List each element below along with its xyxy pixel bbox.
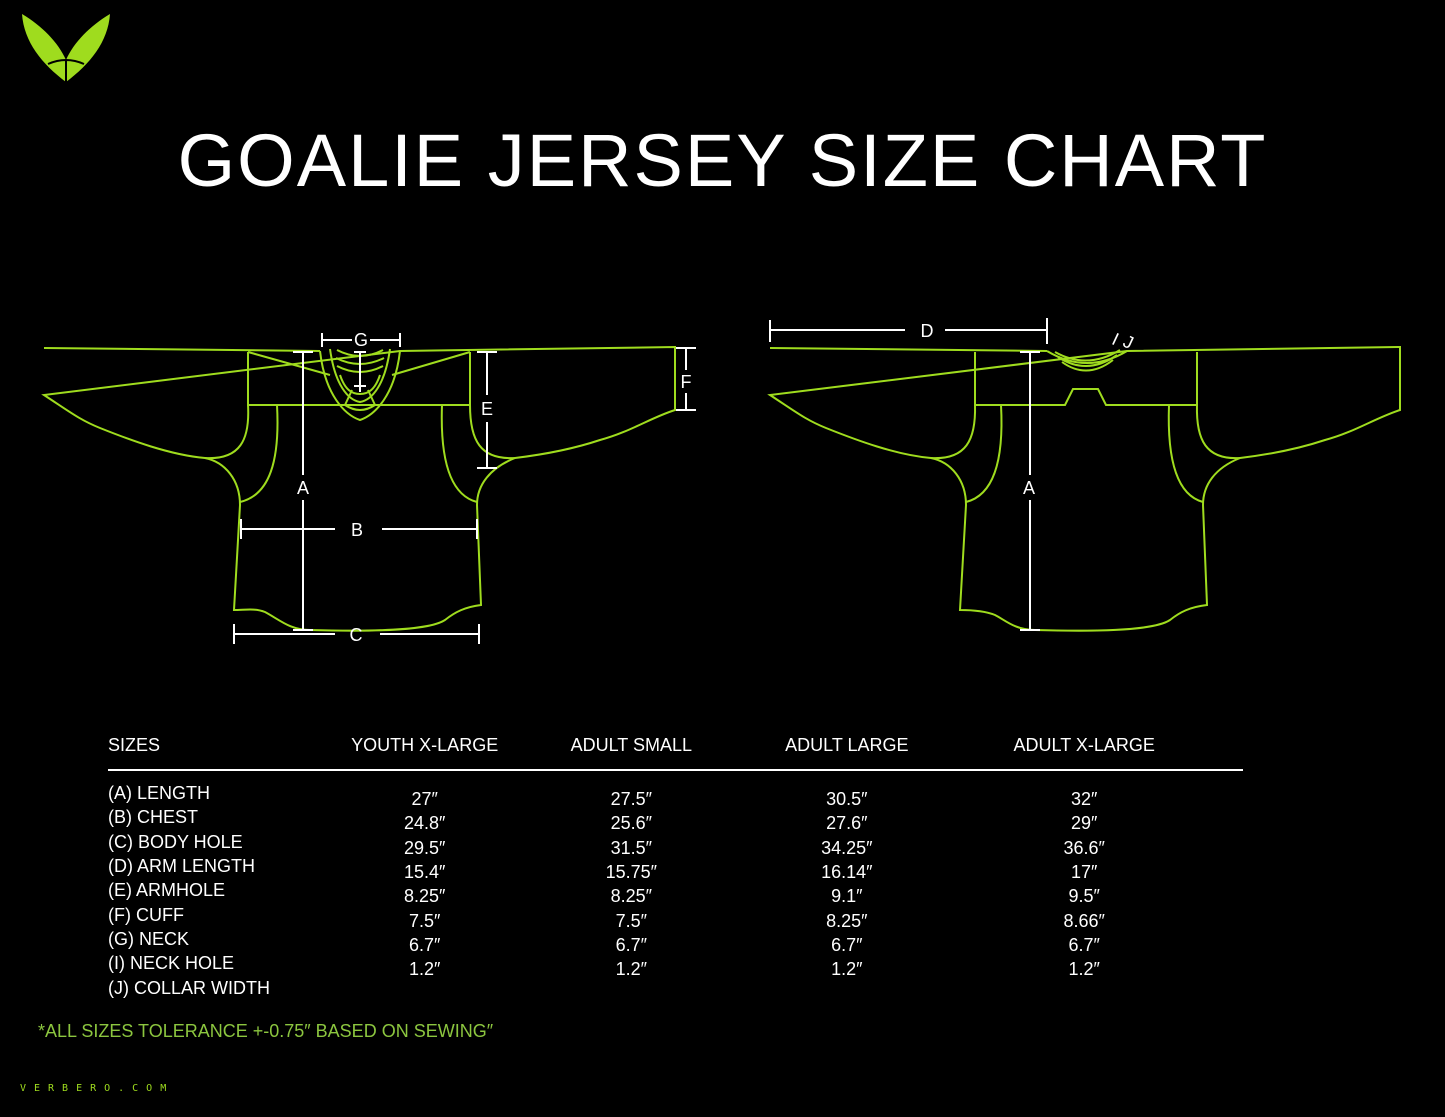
measurement-value: 8.25″ (610, 886, 652, 907)
table-row: (B) CHEST 24.8″ 25.6″ 27.6″ 29″ (108, 805, 1243, 833)
page-title: GOALIE JERSEY SIZE CHART (177, 119, 1268, 202)
table-row: (D) ARM LENGTH 15.4″ 15.75″ 16.14″ 17″ (108, 854, 1243, 882)
measurement-value: 9.1″ (831, 886, 863, 907)
table-row: (E) ARMHOLE 8.25″ 8.25″ 9.1″ 9.5″ (108, 878, 1243, 906)
measurement-value: 16.14″ (821, 862, 873, 883)
front-dimension-lines (233, 333, 696, 644)
measurement-label: (E) ARMHOLE (108, 880, 226, 901)
measurement-value: 1.2″ (408, 959, 441, 980)
label-b: B (351, 520, 363, 540)
measurement-value: 31.5″ (610, 837, 652, 858)
label-e: E (481, 399, 493, 419)
table-row: (I) NECK HOLE 1.2″ 1.2″ 1.2″ 1.2″ (108, 951, 1243, 979)
measurement-value (945, 981, 1243, 1005)
size-table: SIZES YOUTH X-LARGE ADULT SMALL ADULT LA… (108, 733, 1243, 1000)
measurement-value: 7.5″ (615, 910, 647, 931)
measurement-value: 1.2″ (831, 959, 863, 980)
back-jersey-outline (767, 345, 1401, 632)
measurement-value: 1.2″ (615, 959, 647, 980)
label-a-front: A (297, 478, 309, 498)
measurement-value: 6.7″ (831, 934, 863, 955)
measurement-value (335, 981, 514, 1005)
measurement-value: 8.25″ (403, 886, 446, 907)
measurement-value: 29.5″ (403, 837, 446, 858)
label-a-back: A (1023, 478, 1035, 498)
header-adult-s: ADULT SMALL (514, 733, 749, 771)
measurement-label: (D) ARM LENGTH (108, 856, 256, 877)
measurement-label: (I) NECK HOLE (108, 953, 235, 974)
measurement-value (748, 981, 945, 1005)
table-row: (J) COLLAR WIDTH (108, 975, 1243, 999)
measurement-label: (G) NECK (108, 928, 189, 949)
measurement-value: 8.25″ (826, 910, 868, 931)
label-d: D (921, 321, 934, 341)
measurement-value: 17″ (1071, 862, 1098, 883)
measurement-label: (J) COLLAR WIDTH (108, 977, 270, 998)
measurement-value: 30.5″ (826, 789, 868, 810)
measurement-label: (B) CHEST (108, 807, 198, 828)
table-row: (C) BODY HOLE 29.5″ 31.5″ 34.25″ 36.6″ (108, 830, 1243, 858)
measurement-value: 36.6″ (1063, 837, 1105, 858)
measurement-value: 6.7″ (1068, 934, 1100, 955)
header-adult-xl: ADULT X-LARGE (945, 733, 1243, 771)
measurement-value: 7.5″ (408, 910, 441, 931)
measurement-value: 6.7″ (408, 934, 441, 955)
measurement-value: 9.5″ (1068, 886, 1100, 907)
tolerance-note: *ALL SIZES TOLERANCE +-0.75″ BASED ON SE… (38, 1021, 494, 1041)
verbero-logo (22, 14, 110, 82)
measurement-value: 25.6″ (610, 813, 652, 834)
measurement-value: 27″ (411, 789, 438, 810)
table-header-row: SIZES YOUTH X-LARGE ADULT SMALL ADULT LA… (108, 733, 1243, 771)
table-row: (F) CUFF 7.5″ 7.5″ 8.25″ 8.66″ (108, 902, 1243, 931)
measurement-value: 15.4″ (403, 862, 446, 883)
label-c: C (350, 625, 363, 645)
measurement-value: 27.5″ (610, 789, 652, 810)
front-jersey-outline (41, 345, 676, 632)
table-row: (A) LENGTH 27″ 27.5″ 30.5″ 32″ (108, 770, 1243, 809)
label-j: J (1120, 331, 1137, 353)
label-i: I (1109, 329, 1122, 349)
measurement-value: 1.2″ (1068, 959, 1100, 980)
measurement-value (514, 981, 748, 1005)
label-g: G (354, 330, 368, 350)
measurement-value: 6.7″ (615, 934, 647, 955)
header-youth-xl: YOUTH X-LARGE (335, 733, 515, 771)
measurement-value: 27.6″ (826, 813, 868, 834)
label-f: F (681, 372, 692, 392)
website-link[interactable]: VERBERO.COM (20, 1083, 175, 1094)
measurement-value: 32″ (1071, 789, 1098, 810)
measurement-label: (A) LENGTH (108, 783, 211, 804)
table-row: (G) NECK 6.7″ 6.7″ 6.7″ 6.7″ (108, 927, 1243, 955)
measurement-value: 34.25″ (821, 837, 873, 858)
back-dimension-lines (769, 318, 1048, 631)
measurement-value: 29″ (1071, 813, 1098, 834)
jersey-diagram: G A B C E F D A I J (41, 318, 1401, 645)
header-adult-l: ADULT LARGE (748, 733, 946, 771)
measurement-label: (F) CUFF (108, 904, 184, 925)
measurement-label: (C) BODY HOLE (108, 831, 243, 852)
measurement-value: 24.8″ (403, 813, 446, 834)
measurement-value: 8.66″ (1063, 910, 1105, 931)
header-sizes: SIZES (108, 733, 336, 771)
measurement-value: 15.75″ (605, 862, 658, 883)
